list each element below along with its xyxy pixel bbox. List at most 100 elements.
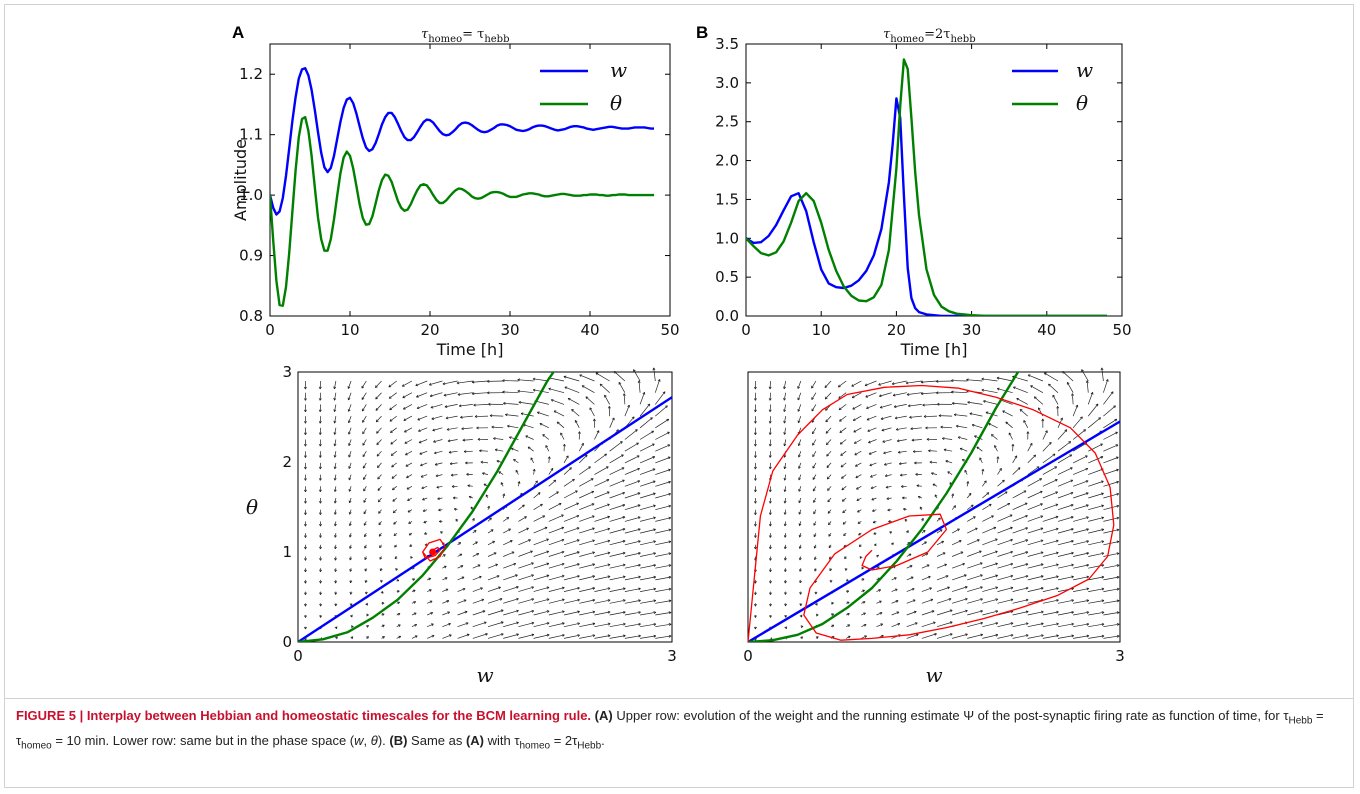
plot-b-bottom-field-arrowhead xyxy=(768,512,772,515)
plot-b-bottom-field-arrow xyxy=(1016,397,1028,405)
plot-a-bottom-field-arrowhead xyxy=(561,574,565,578)
plot-a-bottom-field-arrowhead xyxy=(516,609,519,613)
plot-a-bottom-field-arrowhead xyxy=(466,633,470,637)
plot-b-bottom-field-arrow xyxy=(1103,444,1119,452)
plot-b-bottom-field-arrow xyxy=(956,425,968,429)
plot-a-bottom-field-arrowhead xyxy=(622,575,626,579)
plot-b-bottom-field-arrowhead xyxy=(1116,540,1120,544)
plot-a-bottom-field-arrowhead xyxy=(347,397,351,401)
plot-b-bottom-field-arrowhead xyxy=(783,557,787,561)
caption-part7: = 2τ xyxy=(550,732,578,748)
plot-b-bottom-field-arrowhead xyxy=(1019,409,1023,412)
plot-b-bottom-field-arrowhead xyxy=(783,386,786,390)
caption-part5: Same as xyxy=(407,732,466,748)
plot-b-bottom-field-arrowhead xyxy=(995,550,998,554)
plot-b-bottom-field-arrowhead xyxy=(847,624,851,628)
plot-a-bottom-field-arrow xyxy=(396,635,401,639)
plot-a-bottom-field-arrowhead xyxy=(334,557,338,561)
plot-a-bottom-field-arrow xyxy=(487,621,504,628)
plot-a-bottom-field-arrow xyxy=(655,612,672,616)
plot-a-bottom-field-arrowhead xyxy=(489,414,493,418)
plot-a-bottom-field-arrow xyxy=(390,427,397,433)
plot-a-bottom-field-arrowhead xyxy=(418,440,422,444)
plot-a-bottom-field-arrow xyxy=(503,540,513,546)
plot-b-bottom-field-arrowhead xyxy=(883,451,886,455)
plot-a-bottom-field-arrowhead xyxy=(333,397,337,401)
plot-b-bottom-field-arrowhead xyxy=(1101,563,1105,567)
plot-b-bottom-field-arrowhead xyxy=(1010,633,1014,637)
plot-a-bottom-field-arrow xyxy=(377,497,382,503)
plot-b-bottom-field-arrowhead xyxy=(1025,634,1029,637)
plot-b-bottom-field-arrowhead xyxy=(840,464,844,468)
plot-a-bottom-field-arrow xyxy=(457,622,469,628)
plot-b-bottom-field-arrowhead xyxy=(842,510,846,514)
plot-b-bottom-field-arrowhead xyxy=(902,496,905,500)
plot-a-bottom-field-arrow xyxy=(334,427,337,435)
plot-b-bottom-field-arrowhead xyxy=(857,509,860,513)
plot-a-bottom-field-arrow xyxy=(502,391,519,394)
plot-b-bottom-field-arrow xyxy=(982,610,998,616)
plot-a-bottom-field-arrowhead xyxy=(375,385,378,388)
plot-b-bottom-field-arrowhead xyxy=(1071,634,1074,638)
plot-a-bottom-field-arrowhead xyxy=(668,587,672,591)
plot-a-bottom-field-arrow xyxy=(472,587,483,592)
plot-a-bottom-field-arrowhead xyxy=(429,394,433,398)
plot-a-bottom-field-arrow xyxy=(461,427,473,430)
plot-b-bottom-field-arrowhead xyxy=(829,568,833,572)
plot-a-bottom-field-arrowhead xyxy=(531,598,535,601)
plot-b-bottom-field-arrowhead xyxy=(1071,551,1074,555)
plot-a-bottom-field-arrowhead xyxy=(622,587,626,591)
plot-a-bottom-field-arrow xyxy=(405,462,413,467)
plot-a-bottom-field-arrowhead xyxy=(581,442,584,446)
plot-a-bottom-field-arrowhead xyxy=(622,599,626,603)
plot-a-bottom-series-w xyxy=(298,396,672,642)
figure-caption: FIGURE 5 | Interplay between Hebbian and… xyxy=(16,706,1346,755)
plot-a-bottom-field-arrowhead xyxy=(490,529,494,532)
plot-b-bottom-field-arrow xyxy=(1073,540,1089,546)
plot-b-bottom-field-arrowhead xyxy=(811,385,814,389)
plot-a-bottom-field-arrowhead xyxy=(666,418,670,422)
plot-a-bottom-field-arrowhead xyxy=(542,434,546,437)
plot-a-bottom-field-arrow xyxy=(495,449,504,452)
plot-b-bottom-field-arrowhead xyxy=(896,611,900,615)
plot-b-bottom-field-arrow xyxy=(967,527,978,534)
plot-a-bottom-field-arrowhead xyxy=(652,468,656,472)
plot-a-bottom-field-arrow xyxy=(563,376,580,382)
plot-a-bottom-field-arrow xyxy=(594,528,610,534)
plot-a-bottom-field-arrow xyxy=(563,502,579,511)
plot-b-bottom-field-arrow xyxy=(812,462,817,469)
plot-b-bottom-field-arrow xyxy=(982,575,998,581)
plot-b-bottom-field-arrowhead xyxy=(1083,429,1087,432)
plot-b-bottom-field-arrow xyxy=(1103,405,1116,417)
plot-a-bottom-field-arrow xyxy=(433,439,443,443)
plot-b-bottom-field-arrow xyxy=(906,622,918,628)
plot-b-bottom-field-arrow xyxy=(1073,528,1089,534)
plot-b-bottom-field-arrowhead xyxy=(753,501,757,504)
plot-b-bottom-field-arrow xyxy=(898,450,907,453)
plot-a-bottom-field-arrow xyxy=(594,611,611,616)
plot-b-bottom-field-arrowhead xyxy=(1101,504,1104,508)
plot-b-bottom-field-arrow xyxy=(1023,420,1029,428)
plot-b-bottom-field-arrowhead xyxy=(797,420,801,424)
plot-a-bottom-field-arrow xyxy=(579,491,594,499)
plot-b-bottom-field-arrowhead xyxy=(1017,467,1021,470)
plot-a-bottom-field-arrowhead xyxy=(487,505,490,509)
plot-a-bottom-field-arrow xyxy=(653,367,656,382)
plot-b-bottom-field-arrow xyxy=(1027,611,1044,616)
plot-b-bottom-field-arrowhead xyxy=(1043,372,1047,376)
plot-a-bottom-field-arrow xyxy=(503,574,518,581)
plot-b-bottom-field-arrow xyxy=(1042,442,1052,452)
plot-a-bottom-field-arrow xyxy=(633,369,641,382)
plot-b-bottom-field-arrowhead xyxy=(753,523,757,527)
plot-a-bottom-field-arrowhead xyxy=(653,563,656,567)
plot-a-bottom-field-arrowhead xyxy=(361,385,365,389)
plot-b-bottom-field-arrowhead xyxy=(839,430,843,434)
plot-a-bottom-field-arrowhead xyxy=(668,552,672,556)
plot-b-bottom-field-arrowhead xyxy=(894,588,898,592)
plot-a-bottom-field-arrow xyxy=(511,448,519,452)
plot-a-bottom-field-arrowhead xyxy=(561,514,564,518)
plot-a-bottom-field-arrowhead xyxy=(592,622,596,626)
plot-b-bottom-field-arrowhead xyxy=(797,443,801,446)
plot-a-bottom-field-arrowhead xyxy=(607,599,611,602)
plot-a-bottom-field-arrow xyxy=(594,587,611,592)
